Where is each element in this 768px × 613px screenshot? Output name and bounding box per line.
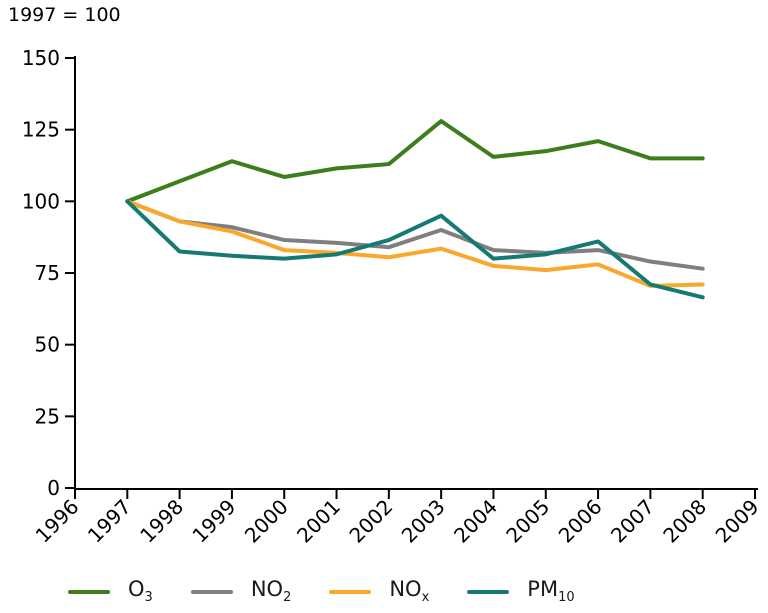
x-tick-label: 2009	[711, 495, 764, 548]
x-tick-label: 2002	[344, 495, 397, 548]
x-tick-label: 2008	[658, 495, 711, 548]
x-tick-label: 1997	[83, 495, 136, 548]
x-tick-label: 2001	[292, 495, 345, 548]
y-tick-label: 100	[22, 189, 60, 213]
legend-swatch-PM10	[467, 590, 510, 594]
legend-item-O3: O3	[68, 577, 153, 606]
series-PM10-line	[125, 199, 705, 300]
legend-item-NOx: NOx	[329, 577, 430, 606]
x-tick-label: 1999	[187, 495, 240, 548]
legend-label-NO2: NO2	[250, 577, 292, 606]
line-chart: 0 25 50 75 100 125 150 1996 1997 1998 1999 2000 2001…	[22, 46, 764, 548]
series-NO2-line	[125, 199, 705, 271]
legend-label-PM10: PM10	[527, 577, 575, 606]
y-tick-label: 0	[47, 476, 60, 500]
legend-label-NOx: NOx	[389, 577, 430, 606]
chart-title: 1997 = 100	[8, 4, 121, 26]
x-tick-label: 2003	[397, 495, 450, 548]
legend-item-PM10: PM10	[467, 577, 575, 606]
legend-label-O3: O3	[128, 577, 153, 606]
y-tick-label: 25	[35, 404, 60, 428]
legend-swatch-O3	[68, 590, 110, 594]
x-tick-label: 2004	[449, 495, 502, 548]
y-tick-label: 75	[35, 261, 60, 285]
legend: O3 NO2 NOx PM10	[68, 574, 575, 610]
legend-item-NO2: NO2	[190, 577, 292, 606]
legend-swatch-NOx	[329, 590, 372, 594]
x-tick-label: 1998	[135, 495, 188, 548]
series-O3-line	[125, 119, 705, 204]
x-tick-label: 2000	[240, 495, 293, 548]
x-tick-label: 2007	[606, 495, 659, 548]
x-tick-label: 2006	[554, 495, 607, 548]
y-tick-label: 50	[35, 333, 60, 357]
series-NOx-line	[125, 199, 705, 288]
y-tick-label: 125	[22, 118, 60, 142]
x-tick-label: 1996	[31, 495, 84, 548]
legend-swatch-NO2	[190, 590, 233, 594]
y-tick-label: 150	[22, 46, 60, 70]
x-tick-label: 2005	[501, 495, 554, 548]
